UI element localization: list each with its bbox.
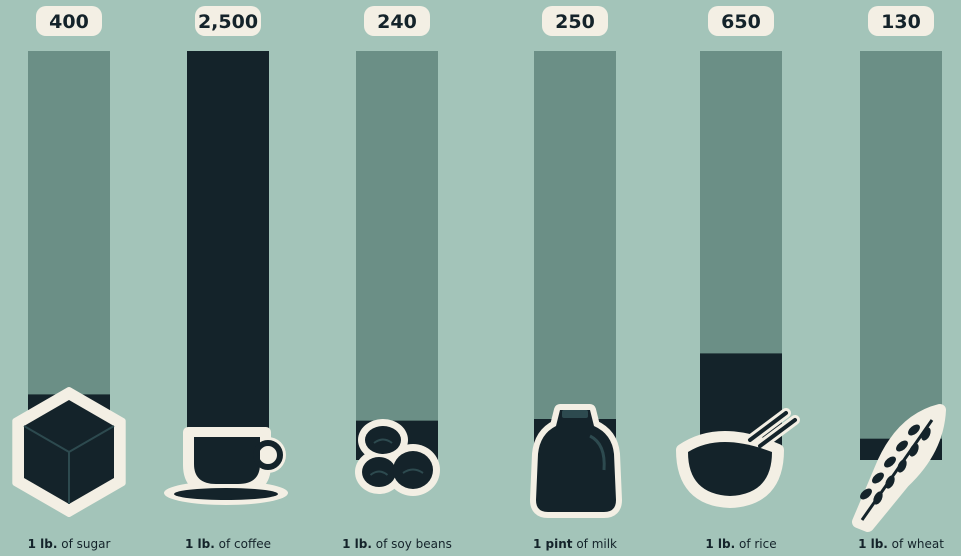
caption-milk: 1 pint of milk [532, 537, 618, 551]
value-label-milk: 250 [555, 11, 595, 33]
caption-rice: 1 lb. of rice [705, 537, 777, 551]
caption-soy-beans: 1 lb. of soy beans [342, 537, 452, 551]
value-label-coffee: 2,500 [198, 11, 258, 33]
milk-jug-icon [530, 404, 622, 518]
value-label-rice: 650 [721, 11, 761, 33]
bar-track-milk [534, 50, 616, 460]
rice-bowl-icon [676, 408, 800, 508]
bar-torn-edge [534, 45, 616, 51]
bar-torn-edge [187, 45, 269, 51]
value-badge-soy-beans [364, 6, 430, 36]
bars-layer: 400 2,500 240 250 650 130 [28, 6, 942, 460]
value-badge-rice [708, 6, 774, 36]
soy-beans-icon [355, 419, 440, 496]
value-label-soy-beans: 240 [377, 11, 417, 33]
bar-torn-edge [356, 45, 438, 51]
caption-sugar: 1 lb. of sugar [27, 537, 111, 551]
value-badge-sugar [36, 6, 102, 36]
sugar-cube-icon [12, 387, 126, 517]
caption-wheat: 1 lb. of wheat [858, 537, 944, 551]
value-badge-coffee [195, 6, 261, 36]
bar-track-wheat [860, 50, 942, 460]
value-badge-wheat [868, 6, 934, 36]
wheat-icon [852, 404, 946, 532]
coffee-cup-icon [164, 427, 288, 505]
bar-coffee [187, 50, 269, 460]
value-badge-milk [542, 6, 608, 36]
bar-torn-edge [700, 45, 782, 51]
value-label-wheat: 130 [881, 11, 921, 33]
bar-torn-edge [860, 45, 942, 51]
value-label-sugar: 400 [49, 11, 89, 33]
icons-layer [12, 387, 946, 532]
bar-torn-edge [28, 45, 110, 51]
bar-track-soy-beans [356, 50, 438, 460]
caption-coffee: 1 lb. of coffee [185, 537, 271, 551]
